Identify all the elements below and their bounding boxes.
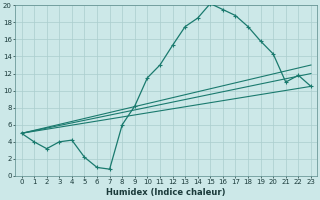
X-axis label: Humidex (Indice chaleur): Humidex (Indice chaleur) [107,188,226,197]
